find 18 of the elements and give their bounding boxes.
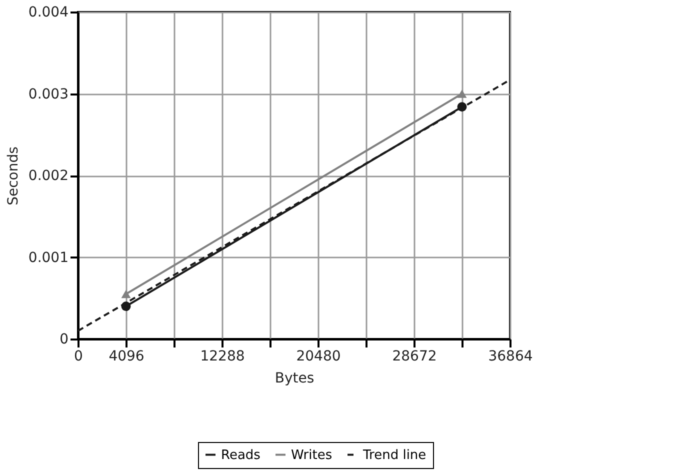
y-tick-label: 0 — [60, 332, 68, 348]
legend-label: Writes — [291, 448, 332, 463]
x-tick-label: 36864 — [488, 348, 533, 364]
legend-label: Trend line — [362, 448, 426, 463]
y-tick-label: 0.002 — [28, 168, 68, 184]
legend-label: Reads — [221, 448, 261, 463]
x-tick-label: 4096 — [108, 348, 144, 364]
y-axis-title: Seconds — [5, 146, 22, 206]
point — [121, 302, 131, 312]
x-tick-label: 0 — [74, 348, 83, 364]
y-tick-label: 0.001 — [28, 250, 68, 266]
x-axis-title: Bytes — [274, 370, 314, 386]
y-tick-label: 0.003 — [28, 86, 68, 102]
y-tick-label: 0.004 — [28, 4, 69, 20]
point — [457, 102, 467, 112]
x-tick-label: 28672 — [392, 348, 437, 364]
x-tick-label: 12288 — [200, 348, 245, 364]
x-tick-label: 20480 — [296, 348, 341, 364]
